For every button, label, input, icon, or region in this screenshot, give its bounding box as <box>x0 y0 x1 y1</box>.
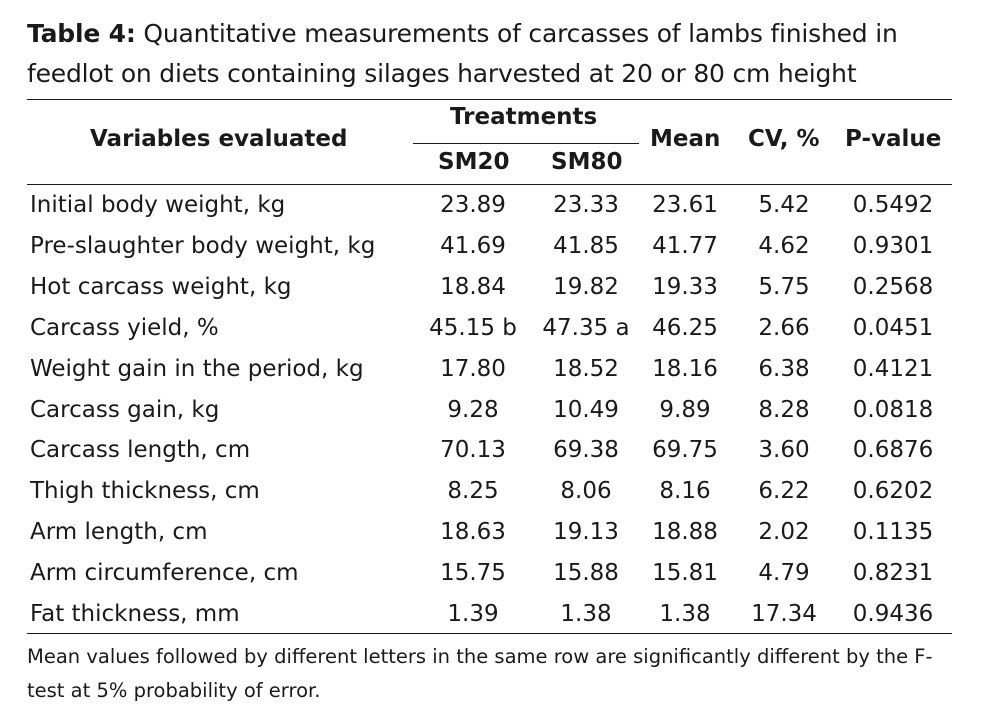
cell-cv: 3.60 <box>758 437 810 464</box>
header-cv: CV, % <box>748 126 820 152</box>
cell-pvalue: 0.4121 <box>852 355 934 382</box>
cell-pvalue: 0.5492 <box>852 192 934 218</box>
cell-mean: 18.16 <box>652 355 718 382</box>
cell-mean: 9.89 <box>659 396 711 423</box>
cell-cv: 6.38 <box>758 355 810 382</box>
cell-mean: 23.61 <box>652 192 718 218</box>
cell-pvalue: 0.0818 <box>852 396 934 423</box>
cell-sm80: 41.85 <box>553 232 619 259</box>
table-row: Arm length, cm 18.63 19.13 18.88 2.02 0.1135 <box>0 513 1004 554</box>
cell-sm80: 19.13 <box>553 519 619 546</box>
cell-mean: 1.38 <box>659 601 711 627</box>
table-row: Arm circumference, cm 15.75 15.88 15.81 4.79… <box>0 554 1004 595</box>
cell-mean: 8.16 <box>659 478 711 505</box>
table-row: Carcass yield, % 45.15 b 47.35 a 46.25 2.66 0… <box>0 309 1004 350</box>
cell-sm20: 45.15 b <box>429 314 517 341</box>
bottom-rule <box>27 633 952 634</box>
cell-mean: 19.33 <box>652 273 718 300</box>
cell-pvalue: 0.9301 <box>852 232 934 259</box>
cell-mean: 41.77 <box>652 232 718 259</box>
cell-sm20: 41.69 <box>440 232 506 259</box>
table-row: Fat thickness, mm 1.39 1.38 1.38 17.34 0.9436 <box>0 595 1004 636</box>
cell-sm80: 8.06 <box>560 478 612 505</box>
cell-pvalue: 0.6202 <box>852 478 934 505</box>
cell-sm80: 1.38 <box>560 601 612 627</box>
table-row: Thigh thickness, cm 8.25 8.06 8.16 6.22 0.620… <box>0 472 1004 513</box>
table-row: Carcass length, cm 70.13 69.38 69.75 3.60 0.6… <box>0 431 1004 472</box>
cell-sm80: 18.52 <box>553 355 619 382</box>
cell-variable: Pre-slaughter body weight, kg <box>30 232 376 259</box>
header-rule <box>27 184 952 185</box>
cell-sm20: 70.13 <box>440 437 506 464</box>
caption-text: Quantitative measurements of carcasses o… <box>27 19 898 88</box>
cell-cv: 4.62 <box>758 232 810 259</box>
table-row: Initial body weight, kg 23.89 23.33 23.61 5.… <box>0 186 1004 227</box>
table-row: Weight gain in the period, kg 17.80 18.52 1… <box>0 350 1004 391</box>
table-label: Table 4: <box>27 19 136 48</box>
cell-pvalue: 0.6876 <box>852 437 934 464</box>
cell-pvalue: 0.8231 <box>852 560 934 587</box>
cell-pvalue: 0.2568 <box>852 273 934 300</box>
header-treatments: Treatments <box>450 104 598 130</box>
cell-variable: Carcass yield, % <box>30 314 219 341</box>
cell-cv: 17.34 <box>751 601 817 627</box>
cell-sm20: 8.25 <box>447 478 499 505</box>
cell-pvalue: 0.9436 <box>852 601 934 627</box>
cell-cv: 5.75 <box>758 273 810 300</box>
table-footnote: Mean values followed by different letter… <box>27 645 933 702</box>
cell-mean: 15.81 <box>652 560 718 587</box>
cell-cv: 4.79 <box>758 560 810 587</box>
cell-variable: Carcass gain, kg <box>30 396 220 423</box>
cell-variable: Arm length, cm <box>30 519 208 546</box>
cell-sm80: 19.82 <box>553 273 619 300</box>
cell-sm20: 9.28 <box>447 396 499 423</box>
header-pvalue: P-value <box>845 126 942 152</box>
cell-sm80: 10.49 <box>553 396 619 423</box>
cell-variable: Hot carcass weight, kg <box>30 273 292 300</box>
cell-variable: Carcass length, cm <box>30 437 251 464</box>
cell-cv: 5.42 <box>758 192 810 218</box>
table-caption: Table 4: Quantitative measurements of ca… <box>27 14 977 94</box>
cell-sm20: 1.39 <box>447 601 499 627</box>
table-row: Hot carcass weight, kg 18.84 19.82 19.33 5.7… <box>0 268 1004 309</box>
cell-sm80: 15.88 <box>553 560 619 587</box>
cell-variable: Arm circumference, cm <box>30 560 299 587</box>
table-row: Pre-slaughter body weight, kg 41.69 41.85 4… <box>0 227 1004 268</box>
cell-sm80: 23.33 <box>553 192 619 218</box>
top-rule <box>27 99 952 100</box>
cell-sm20: 23.89 <box>440 192 506 218</box>
cell-sm80: 47.35 a <box>542 314 630 341</box>
header-variables: Variables evaluated <box>90 126 348 152</box>
cell-sm20: 18.63 <box>440 519 506 546</box>
cell-mean: 46.25 <box>652 314 718 341</box>
cell-pvalue: 0.1135 <box>852 519 934 546</box>
cell-cv: 8.28 <box>758 396 810 423</box>
header-sm80: SM80 <box>551 149 623 175</box>
cell-mean: 69.75 <box>652 437 718 464</box>
cell-sm80: 69.38 <box>553 437 619 464</box>
header-sm20: SM20 <box>438 149 510 175</box>
treatments-underline <box>413 143 639 144</box>
cell-sm20: 15.75 <box>440 560 506 587</box>
cell-cv: 6.22 <box>758 478 810 505</box>
header-mean: Mean <box>650 126 721 152</box>
cell-sm20: 18.84 <box>440 273 506 300</box>
cell-cv: 2.02 <box>758 519 810 546</box>
table-row: Carcass gain, kg 9.28 10.49 9.89 8.28 0.0818 <box>0 391 1004 432</box>
cell-mean: 18.88 <box>652 519 718 546</box>
cell-variable: Initial body weight, kg <box>30 192 286 218</box>
cell-variable: Weight gain in the period, kg <box>30 355 364 382</box>
cell-sm20: 17.80 <box>440 355 506 382</box>
cell-pvalue: 0.0451 <box>852 314 934 341</box>
cell-cv: 2.66 <box>758 314 810 341</box>
cell-variable: Fat thickness, mm <box>30 601 240 627</box>
cell-variable: Thigh thickness, cm <box>30 478 260 505</box>
